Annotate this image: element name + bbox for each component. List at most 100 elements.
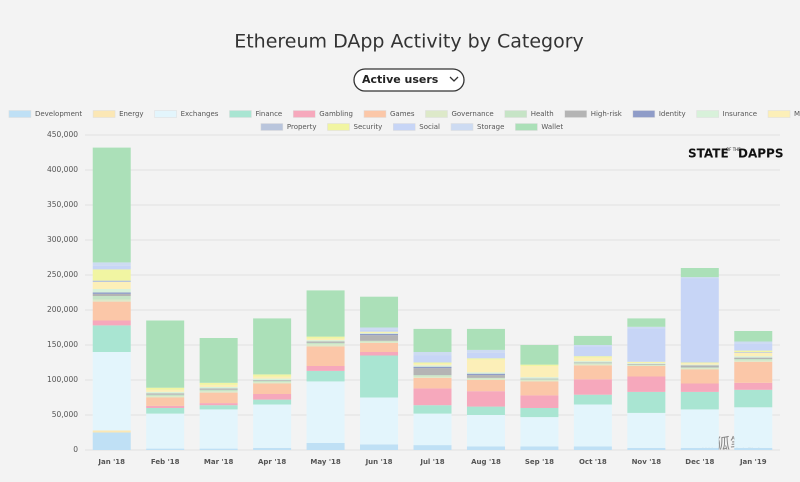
bar-segment: [734, 352, 773, 353]
bar-segment: [253, 383, 292, 394]
dropdown-box[interactable]: [353, 68, 465, 92]
bar-segment: [92, 269, 131, 281]
bar-segment: [360, 333, 399, 336]
bar-segment: [520, 417, 559, 447]
chart-title: Ethereum DApp Activity by Category: [234, 31, 584, 53]
bar-segment: [573, 361, 612, 363]
legend-swatch: [92, 110, 116, 118]
bar-segment: [199, 382, 238, 385]
bar-segment: [520, 395, 559, 408]
bar-segment: [253, 380, 292, 381]
bar-segment: [360, 335, 399, 341]
bar-segment: [146, 396, 185, 398]
bar-segment: [92, 280, 131, 282]
bar-segment: [466, 328, 505, 350]
bar-segment: [627, 361, 666, 363]
bar-segment: [413, 368, 452, 376]
bar-segment: [466, 406, 505, 415]
bar-segment: [734, 341, 773, 344]
bar-segment: [413, 366, 452, 369]
bar-segment: [146, 397, 185, 406]
bar-segment: [306, 381, 345, 443]
legend-row: Development Energy Exchanges Finance Gamblin…: [8, 110, 800, 118]
bar-segment: [360, 331, 399, 333]
bar-segment: [573, 363, 612, 366]
bar-segment: [92, 293, 131, 296]
bar-segment: [199, 448, 238, 450]
bar-segment: [680, 369, 719, 384]
legend-swatch: [696, 110, 719, 118]
bar-segment: [360, 397, 399, 445]
bar-segment: [360, 352, 399, 356]
dropdown[interactable]: Active users: [353, 68, 465, 92]
legend-label: Development: [35, 110, 82, 118]
bar-segment: [520, 366, 559, 378]
bar-segment: [199, 391, 238, 393]
bar-segment: [92, 430, 131, 433]
legend-swatch: [767, 110, 791, 118]
bar-segment: [306, 346, 345, 366]
y-tick-label: 300,000: [47, 235, 78, 244]
bar-segment: [466, 375, 505, 378]
bar-segment: [466, 372, 505, 374]
bar-segment: [573, 446, 612, 450]
bar-segment: [680, 362, 719, 364]
x-tick-label: Jan '19: [739, 458, 767, 466]
bar-segment: [466, 377, 505, 379]
y-tick-label: 250,000: [47, 270, 78, 279]
legend-label: Identity: [659, 110, 686, 118]
bar-segment: [573, 356, 612, 358]
bar-segment: [146, 413, 185, 449]
dropdown-arrow[interactable]: [449, 76, 459, 82]
bar-segment: [413, 375, 452, 377]
bar-segment: [92, 292, 131, 294]
bar-segment: [413, 445, 452, 450]
bar-segment: [680, 447, 719, 450]
legend-swatch: [327, 123, 350, 131]
legend-swatch: [260, 123, 284, 131]
legend-swatch: [425, 110, 448, 118]
bar-segment: [734, 361, 773, 383]
bar-segment: [92, 432, 131, 450]
bar-segment: [92, 299, 131, 302]
bar-segment: [360, 340, 399, 342]
bar-segment: [306, 344, 345, 347]
x-tick-label: Jun '18: [365, 458, 393, 466]
bar-segment: [466, 349, 505, 353]
bar-segment: [306, 443, 345, 450]
bar-segment: [573, 379, 612, 395]
bar-segment: [360, 342, 399, 352]
legend-label: Wallet: [541, 123, 563, 131]
bar-segment: [306, 342, 345, 345]
legend-label: High-risk: [591, 110, 623, 118]
bar-segment: [627, 363, 666, 365]
legend-swatch: [504, 110, 527, 118]
bar-segment: [306, 341, 345, 343]
bar-segment: [360, 296, 399, 328]
bar-segment: [199, 409, 238, 449]
bar-segment: [573, 362, 612, 364]
bar-segment: [466, 415, 505, 447]
bar-segment: [253, 447, 292, 450]
legend-swatch: [292, 110, 316, 118]
bar-segment: [466, 446, 505, 450]
bar-segment: [520, 408, 559, 418]
bar-segment: [146, 448, 185, 450]
bar-segment: [92, 282, 131, 289]
x-tick-label: Feb '18: [151, 458, 180, 466]
bar-segment: [680, 364, 719, 366]
bar-segment: [627, 376, 666, 392]
legend-label: Health: [531, 110, 554, 118]
bar-segment: [199, 389, 238, 392]
bar-segment: [146, 394, 185, 397]
bar-segment: [199, 403, 238, 406]
bar-segment: [360, 333, 399, 334]
x-tick-label: Aug '18: [471, 458, 501, 466]
legend-label: Storage: [477, 123, 504, 131]
legend-label: Gambling: [319, 110, 353, 118]
legend-label: Social: [419, 123, 440, 131]
logo-text: DAPPS: [738, 147, 783, 161]
bar-segment: [146, 405, 185, 408]
dropdown-label[interactable]: Active users: [362, 73, 439, 86]
legend-swatch: [229, 110, 252, 118]
